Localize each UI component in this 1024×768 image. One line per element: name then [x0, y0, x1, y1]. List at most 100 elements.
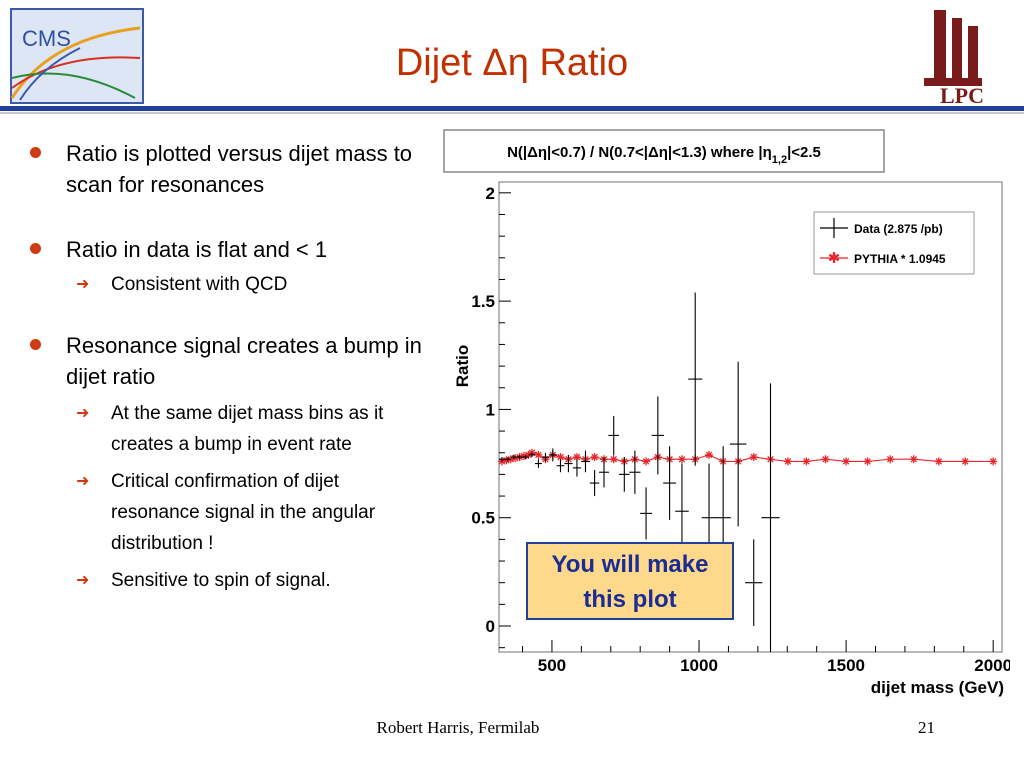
pythia-star-stroke [591, 453, 598, 461]
pythia-star-stroke [520, 452, 528, 460]
y-tick-label: 2 [486, 184, 495, 203]
x-tick-label: 2000 [974, 656, 1010, 675]
y-tick-label: 0.5 [471, 509, 495, 528]
chart-title: N(|Δη|<0.7) / N(0.7<|Δη|<1.3) where |η1,… [507, 144, 821, 166]
data-point [663, 446, 677, 520]
pythia-point [961, 457, 970, 466]
pythia-point [749, 453, 758, 462]
legend: Data (2.875 /pb) ✱ PYTHIA * 1.0945 [813, 211, 975, 275]
bullet-list: Ratio is plotted versus dijet mass to sc… [30, 138, 430, 602]
pythia-point [677, 455, 686, 464]
sub-bullet-list: ➜ Consistent with QCD [76, 269, 430, 300]
page-number: 21 [918, 718, 935, 737]
y-tick-label: 1.5 [471, 292, 495, 311]
sub-bullet-text: Consistent with QCD [111, 274, 288, 295]
bullet-text: Ratio in data is flat and < 1 [66, 237, 328, 262]
data-point [599, 457, 610, 488]
pythia-star-stroke [842, 458, 850, 465]
lpc-logo-text: LPC [940, 83, 984, 106]
data-point [688, 292, 703, 466]
pythia-point [802, 457, 811, 466]
pythia-point [642, 457, 651, 466]
dijet-ratio-chart: N(|Δη|<0.7) / N(0.7<|Δη|<1.3) where |η1,… [443, 129, 1010, 697]
cms-logo-text: CMS [22, 26, 71, 51]
pythia-point [556, 453, 565, 462]
pythia-star-stroke [678, 455, 686, 463]
callout-line-1: You will make [551, 551, 709, 578]
data-point [541, 452, 550, 462]
data-point [504, 457, 511, 462]
bullet-text: Ratio is plotted versus dijet mass to sc… [66, 141, 413, 197]
y-axis-label: Ratio [453, 345, 472, 388]
sub-bullet-list: ➜ At the same dijet mass bins as it crea… [76, 398, 430, 596]
pythia-point [989, 457, 998, 466]
data-point [549, 448, 557, 462]
sub-bullet-item: ➜ Critical confirmation of dijet resonan… [76, 466, 429, 559]
pythia-star-stroke [750, 453, 757, 461]
data-point [589, 470, 600, 497]
x-tick-label: 1000 [680, 656, 718, 675]
title-divider-shadow [0, 112, 1024, 114]
x-axis-label: dijet mass (GeV) [871, 678, 1004, 697]
data-point [528, 452, 536, 458]
arrow-right-icon: ➜ [76, 473, 90, 490]
pythia-point [934, 457, 943, 466]
bullet-dot-icon [30, 147, 41, 158]
y-tick-label: 0 [486, 617, 495, 636]
pythia-point [821, 455, 830, 464]
data-point [629, 450, 641, 494]
pythia-star-stroke [822, 455, 829, 463]
pythia-point [705, 450, 714, 459]
sub-bullet-item: ➜ At the same dijet mass bins as it crea… [76, 398, 411, 460]
arrow-right-icon: ➜ [76, 572, 90, 589]
pythia-star-stroke [535, 451, 542, 459]
bullet-item: Ratio is plotted versus dijet mass to sc… [30, 138, 430, 200]
callout-line-2: this plot [583, 586, 677, 613]
data-point [572, 459, 582, 477]
data-point [556, 459, 565, 473]
pythia-point [909, 455, 918, 464]
arrow-right-icon: ➜ [76, 276, 90, 293]
legend-box [813, 211, 975, 275]
chart-title-box [443, 129, 885, 173]
pythia-star-stroke [886, 455, 894, 463]
data-point [651, 396, 665, 475]
x-tick-label: 1500 [827, 656, 865, 675]
bullet-item: Ratio in data is flat and < 1 [30, 234, 430, 265]
x-tick-label: 500 [538, 656, 566, 675]
pythia-star-stroke [642, 458, 650, 465]
pythia-star-stroke [784, 458, 792, 465]
pythia-star-stroke [935, 458, 943, 465]
sub-bullet-text: Sensitive to spin of signal. [111, 570, 331, 591]
legend-label-data: Data (2.875 /pb) [854, 222, 943, 236]
data-point [761, 383, 780, 652]
pythia-star-stroke [989, 458, 997, 465]
pythia-star-stroke [864, 458, 871, 465]
data-point [729, 361, 747, 527]
pythia-point [863, 457, 872, 466]
pythia-star-stroke [961, 458, 969, 465]
pythia-star-stroke [610, 455, 617, 463]
cms-logo: CMS [10, 8, 144, 104]
pythia-point [534, 450, 543, 459]
pythia-star-stroke [803, 458, 810, 465]
sub-bullet-item: ➜ Sensitive to spin of signal. [76, 565, 430, 596]
data-point [510, 454, 517, 460]
data-point [640, 487, 652, 540]
slide-title: Dijet Δη Ratio [395, 42, 629, 84]
callout-note: You will make this plot [526, 542, 734, 620]
data-point [608, 415, 620, 455]
data-point [581, 450, 590, 473]
data-point [516, 454, 523, 460]
lpc-logo: LPC [924, 10, 984, 106]
pythia-point [783, 457, 792, 466]
data-point [564, 454, 573, 473]
data-point [522, 454, 529, 460]
pythia-star-stroke [557, 453, 564, 461]
pythia-star-stroke [511, 454, 519, 462]
pythia-point [886, 455, 895, 464]
sub-bullet-text: At the same dijet mass bins as it create… [111, 403, 384, 455]
bullet-dot-icon [30, 243, 41, 254]
pythia-point [842, 457, 851, 466]
data-point [534, 459, 542, 468]
